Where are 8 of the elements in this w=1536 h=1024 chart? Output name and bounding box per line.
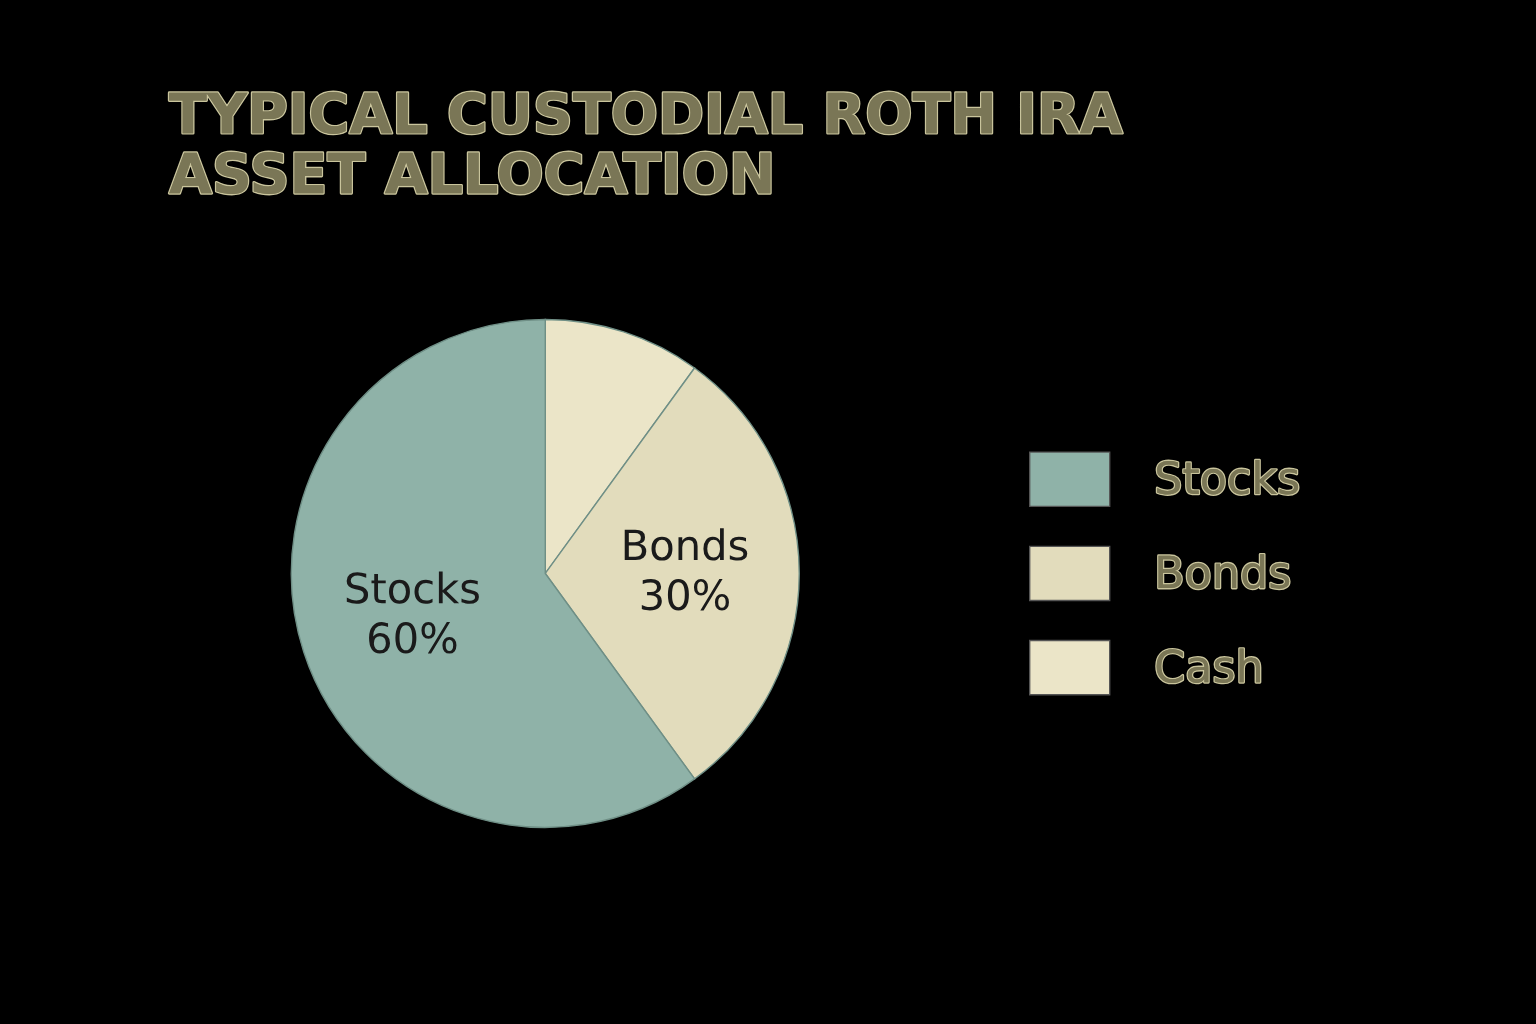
data-label: 60% — [369, 622, 457, 654]
legend-label: Stocks — [1157, 460, 1299, 495]
slice-label: Bonds — [624, 528, 748, 561]
legend-label: Cash — [1156, 648, 1260, 683]
legend-label: Bonds — [1158, 554, 1290, 589]
slice-label: Stocks — [346, 571, 479, 604]
chart-title: TYPICAL CUSTODIAL ROTH IRA ASSET ALLOCATION — [169, 91, 1123, 195]
data-label: 30% — [641, 578, 729, 611]
